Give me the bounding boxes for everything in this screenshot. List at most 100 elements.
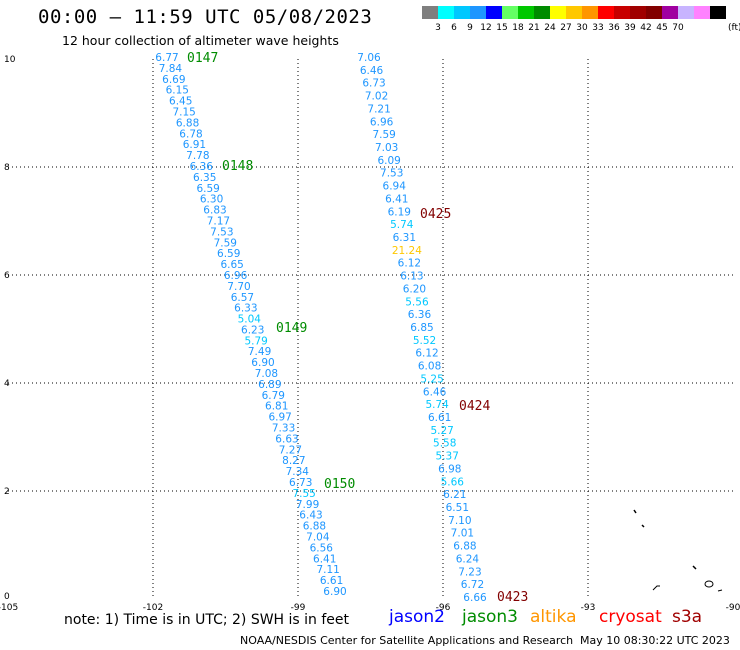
wave-height-value: 6.97 — [268, 412, 291, 424]
wave-height-value: 6.43 — [299, 510, 322, 522]
wave-height-value: 7.55 — [292, 488, 315, 500]
track-time-label: 0424 — [459, 399, 490, 414]
track-time-label: 0149 — [276, 321, 307, 336]
island — [641, 524, 645, 528]
x-tick-label: -90 — [726, 603, 740, 613]
wave-height-value: 6.13 — [400, 271, 423, 283]
wave-height-value: 7.59 — [372, 129, 395, 141]
wave-height-value: 7.03 — [375, 142, 398, 154]
x-tick-label: -99 — [291, 603, 306, 613]
color-swatch — [678, 6, 694, 19]
wave-height-value: 7.59 — [214, 237, 237, 249]
y-tick-label: 0 — [4, 592, 10, 602]
altimeter-tracks: 6.777.846.696.156.457.156.886.786.917.78… — [155, 51, 528, 605]
island — [717, 589, 723, 592]
wave-height-value: 5.79 — [244, 335, 267, 347]
wave-height-value: 6.65 — [220, 259, 243, 271]
wave-height-value: 6.85 — [410, 322, 433, 334]
wave-height-value: 6.79 — [262, 390, 285, 402]
wave-height-value: 7.99 — [296, 499, 319, 511]
color-swatch — [614, 6, 630, 19]
wave-height-value: 6.33 — [234, 303, 257, 315]
y-tick-label: 4 — [4, 379, 10, 389]
x-tick-label: -93 — [581, 603, 596, 613]
color-legend-label: 15 — [496, 23, 508, 33]
wave-height-value: 7.04 — [306, 532, 330, 544]
wave-height-value: 8.27 — [282, 455, 305, 467]
wave-height-value: 7.84 — [159, 63, 183, 75]
wave-height-value: 6.46 — [360, 65, 384, 77]
map-grid — [8, 59, 733, 599]
wave-height-value: 6.23 — [241, 324, 264, 336]
wave-height-value: 6.57 — [231, 292, 254, 304]
color-swatch — [630, 6, 646, 19]
color-legend-label: 6 — [451, 23, 457, 33]
wave-height-value: 5.52 — [413, 335, 436, 347]
wave-height-value: 6.96 — [224, 270, 248, 282]
color-legend-label: 33 — [592, 23, 604, 33]
wave-height-value: 6.98 — [438, 463, 461, 475]
wave-height-value: 6.90 — [251, 357, 274, 369]
wave-height-value: 7.10 — [448, 515, 471, 527]
x-tick-label: -105 — [0, 603, 18, 613]
color-legend-label: 9 — [467, 23, 473, 33]
wave-height-value: 6.88 — [453, 541, 476, 553]
wave-height-value: 6.36 — [190, 161, 214, 173]
y-tick-label: 6 — [4, 271, 10, 281]
coastline-islands — [633, 509, 723, 592]
wave-height-value: 7.11 — [316, 564, 339, 576]
color-swatch — [422, 6, 438, 19]
island — [704, 580, 714, 588]
wave-height-value: 6.21 — [443, 489, 466, 501]
wave-height-value: 7.27 — [279, 444, 302, 456]
wave-height-value: 6.88 — [176, 117, 199, 129]
wave-height-value: 6.91 — [183, 139, 206, 151]
note-text: note: 1) Time is in UTC; 2) SWH is in fe… — [64, 612, 350, 628]
wave-height-value: 7.53 — [210, 226, 233, 238]
wave-height-value: 6.83 — [203, 205, 226, 217]
wave-height-value: 21.24 — [392, 245, 422, 257]
wave-height-value: 7.01 — [451, 528, 474, 540]
wave-height-value: 6.56 — [310, 542, 334, 554]
wave-height-value: 6.61 — [320, 575, 343, 587]
wave-height-value: 6.72 — [461, 579, 484, 591]
wave-height-value: 7.23 — [458, 566, 481, 578]
island — [633, 509, 637, 514]
track-time-label: 0148 — [222, 159, 253, 174]
x-tick-label: -96 — [436, 603, 451, 613]
color-legend-label: 12 — [480, 23, 492, 33]
color-legend-label: 70 — [672, 23, 684, 33]
satellite-legend-item: altika — [530, 607, 577, 627]
track-time-label: 0425 — [420, 207, 451, 222]
wave-height-value: 6.88 — [303, 521, 326, 533]
wave-height-value: 6.46 — [423, 386, 447, 398]
y-tick-label: 10 — [4, 55, 16, 65]
color-legend-label: 27 — [560, 23, 572, 33]
color-legend-label: 45 — [656, 23, 668, 33]
track-time-label: 0150 — [324, 477, 355, 492]
wave-height-value: 6.19 — [388, 206, 411, 218]
wave-height-value: 6.66 — [463, 592, 487, 604]
wave-height-value: 6.35 — [193, 172, 216, 184]
wave-height-value: 5.27 — [430, 425, 453, 437]
color-legend-unit: (ft) — [728, 23, 740, 33]
wave-height-value: 6.20 — [403, 283, 426, 295]
y-tick-label: 2 — [4, 487, 10, 497]
footer-timestamp: May 10 08:30:22 UTC 2023 — [580, 634, 730, 647]
wave-height-value: 7.21 — [367, 103, 390, 115]
wave-height-value: 5.74 — [390, 219, 414, 231]
wave-height-value: 6.41 — [385, 193, 408, 205]
color-legend-label: 39 — [624, 23, 636, 33]
wave-height-value: 6.24 — [456, 553, 480, 565]
color-legend-label: 3 — [435, 23, 441, 33]
wave-height-value: 7.53 — [380, 168, 403, 180]
page-subtitle: 12 hour collection of altimeter wave hei… — [62, 33, 339, 48]
track-time-label: 0147 — [187, 51, 218, 66]
wave-height-value: 6.89 — [258, 379, 281, 391]
wave-height-value: 6.31 — [393, 232, 416, 244]
color-swatch — [438, 6, 454, 19]
wave-height-value: 6.59 — [217, 248, 240, 260]
wave-height-value: 6.90 — [323, 586, 346, 598]
wave-height-value: 7.17 — [207, 215, 230, 227]
